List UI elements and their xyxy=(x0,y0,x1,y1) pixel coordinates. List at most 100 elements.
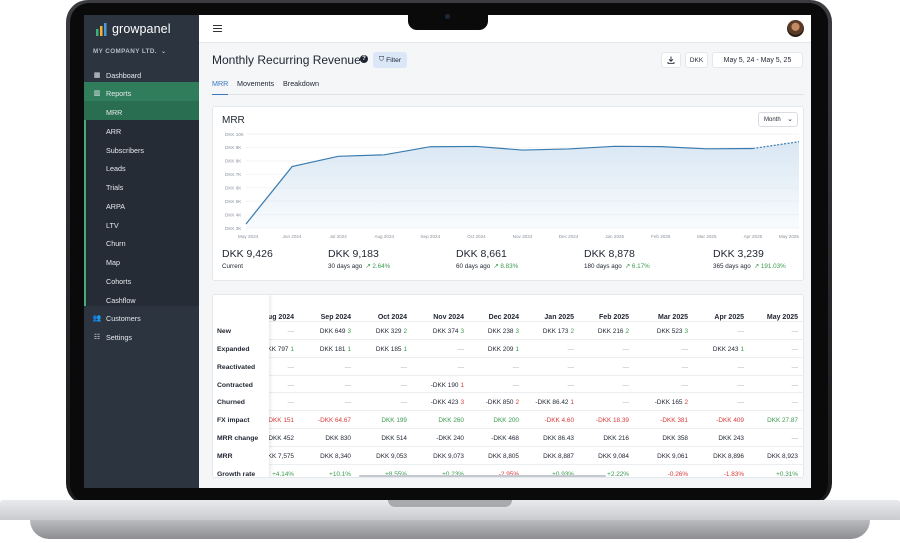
column-header[interactable]: Apr 2025 xyxy=(714,314,744,321)
cell-value: +0.93% xyxy=(552,471,574,477)
filter-button[interactable]: ⛉ Filter xyxy=(373,52,407,68)
sidebar-item-ltv[interactable]: LTV xyxy=(84,216,199,235)
column-header[interactable]: Sep 2024 xyxy=(320,314,351,321)
avatar[interactable] xyxy=(787,20,804,37)
tab-mrr[interactable]: MRR xyxy=(212,79,229,95)
sidebar-item-reports[interactable]: ▥ Reports xyxy=(84,84,199,103)
tab-movements[interactable]: Movements xyxy=(237,79,275,88)
stat-value: DKK 3,239 xyxy=(713,248,764,260)
column-header[interactable]: May 2025 xyxy=(766,314,798,321)
stat-label: Current xyxy=(222,263,243,270)
customer-count[interactable]: 2 xyxy=(515,399,519,406)
granularity-select[interactable]: Month ⌄ xyxy=(758,112,798,127)
sidebar-item-mrr[interactable]: MRR xyxy=(84,103,199,122)
customer-count[interactable]: 1 xyxy=(570,399,574,406)
camera-icon xyxy=(445,14,450,19)
customer-count[interactable]: 3 xyxy=(460,399,464,406)
stat-change-value: 2.64% xyxy=(372,263,391,270)
cell-value: -1.83% xyxy=(723,471,744,478)
company-switcher[interactable]: MY COMPANY LTD. ⌄ xyxy=(93,48,166,55)
granularity-value: Month xyxy=(764,116,781,123)
sidebar-item-trials[interactable]: Trials xyxy=(84,178,199,197)
stat-change: ↗ 6.17% xyxy=(625,263,650,270)
column-header[interactable]: Dec 2024 xyxy=(488,314,519,321)
table-cell: DKK 797 1 xyxy=(263,346,294,353)
customer-count[interactable]: 1 xyxy=(347,346,351,353)
customer-count[interactable]: 2 xyxy=(684,399,688,406)
logo[interactable]: growpanel xyxy=(95,21,171,37)
column-header[interactable]: Aug 2024 xyxy=(262,314,294,321)
cell-value: DKK 8,923 xyxy=(767,453,798,460)
row-divider xyxy=(213,375,803,376)
cell-value: — xyxy=(400,399,407,406)
table-cell: — xyxy=(288,328,294,335)
cell-value: — xyxy=(681,346,688,353)
customer-count[interactable]: 1 xyxy=(290,346,294,353)
cell-value: +0.23% xyxy=(442,471,464,477)
cell-value: — xyxy=(737,328,744,335)
sidebar-item-cohorts[interactable]: Cohorts xyxy=(84,272,199,291)
date-range-picker[interactable]: May 5, 24 - May 5, 25 xyxy=(712,52,803,68)
customer-count[interactable]: 3 xyxy=(347,328,351,335)
customer-count[interactable]: 2 xyxy=(403,328,407,335)
table-cell: — xyxy=(682,364,688,371)
table-cell: — xyxy=(792,399,798,406)
hamburger-menu-icon[interactable] xyxy=(213,25,222,33)
horizontal-scrollbar[interactable] xyxy=(359,475,606,477)
sidebar-item-arpa[interactable]: ARPA xyxy=(84,197,199,216)
cell-value: -0.26% xyxy=(667,471,688,478)
customer-count[interactable]: 1 xyxy=(403,346,407,353)
column-header[interactable]: Jan 2025 xyxy=(544,314,574,321)
help-icon[interactable]: ? xyxy=(360,55,368,63)
x-tick-label: Aug 2024 xyxy=(374,234,394,239)
column-header[interactable]: Nov 2024 xyxy=(433,314,464,321)
customer-count[interactable]: 3 xyxy=(460,328,464,335)
table-cell: DKK 830 xyxy=(325,435,351,442)
column-header[interactable]: Oct 2024 xyxy=(377,314,407,321)
cell-value: — xyxy=(457,346,464,353)
currency-select[interactable]: DKK xyxy=(685,52,708,68)
tab-breakdown[interactable]: Breakdown xyxy=(283,79,319,88)
sidebar-item-dashboard[interactable]: ▦ Dashboard xyxy=(84,66,199,85)
company-name: MY COMPANY LTD. xyxy=(93,48,157,55)
customer-count[interactable]: 1 xyxy=(460,382,464,389)
sidebar-item-label: Leads xyxy=(106,163,126,173)
cell-value: — xyxy=(622,399,629,406)
customer-count[interactable]: 3 xyxy=(684,328,688,335)
customer-count[interactable]: 3 xyxy=(515,328,519,335)
stat-change: ↗ 8.83% xyxy=(493,263,518,270)
cell-value: +8.55% xyxy=(385,471,407,477)
sidebar-item-settings[interactable]: ☷ Settings xyxy=(84,328,199,347)
sidebar-item-customers[interactable]: 👥 Customers xyxy=(84,309,199,328)
cell-value: +0.31% xyxy=(776,471,798,478)
sidebar-item-churn[interactable]: Churn xyxy=(84,234,199,253)
sidebar-item-leads[interactable]: Leads xyxy=(84,159,199,178)
customer-count[interactable]: 1 xyxy=(740,346,744,353)
customer-count[interactable]: 2 xyxy=(625,328,629,335)
base-top xyxy=(0,500,900,520)
column-header[interactable]: Mar 2025 xyxy=(658,314,688,321)
customer-count[interactable]: 1 xyxy=(515,346,519,353)
sidebar-item-map[interactable]: Map xyxy=(84,253,199,272)
cell-value: DKK 8,887 xyxy=(543,453,574,460)
sidebar-item-arr[interactable]: ARR xyxy=(84,122,199,141)
stat-change-value: 8.83% xyxy=(500,263,519,270)
cell-value: -DKK 190 xyxy=(430,382,459,389)
table-cell: DKK 243 xyxy=(718,435,744,442)
table-cell: -DKK 4.60 xyxy=(545,417,574,424)
row-divider xyxy=(213,464,803,465)
cell-value: DKK 216 xyxy=(603,435,629,442)
table-cell: — xyxy=(682,346,688,353)
sidebar-item-label: Subscribers xyxy=(106,145,144,155)
download-button[interactable] xyxy=(661,52,681,68)
page-title: Monthly Recurring Revenue xyxy=(212,53,361,67)
mrr-area xyxy=(246,141,799,228)
table-cell: -DKK 468 xyxy=(491,435,519,442)
sidebar-item-subscribers[interactable]: Subscribers xyxy=(84,141,199,160)
table-cell: DKK 9,061 xyxy=(657,453,688,460)
sidebar-item-cashflow[interactable]: Cashflow xyxy=(84,291,199,310)
filter-label: Filter xyxy=(386,56,402,64)
table-cell: +2.22% xyxy=(607,471,629,477)
column-header[interactable]: Feb 2025 xyxy=(599,314,629,321)
customer-count[interactable]: 2 xyxy=(570,328,574,335)
